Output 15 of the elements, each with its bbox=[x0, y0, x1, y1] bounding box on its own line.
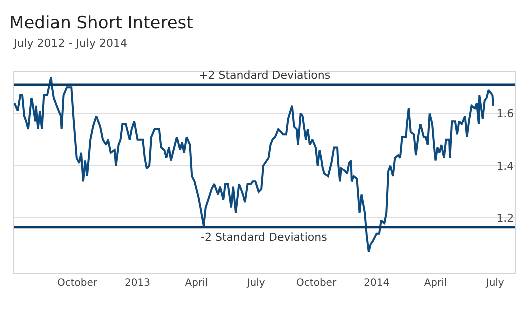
x-tick-label: 2013 bbox=[125, 278, 151, 289]
x-tick-label: April bbox=[185, 278, 208, 289]
y-tick-label: 1.2 bbox=[496, 212, 514, 226]
y-tick-label: 1.4 bbox=[496, 160, 514, 173]
x-tick-label: 2014 bbox=[364, 278, 390, 289]
x-tick-label: April bbox=[424, 278, 448, 289]
ref-line-label: -2 Standard Deviations bbox=[201, 231, 328, 244]
chart-title: Median Short Interest bbox=[10, 13, 194, 34]
chart-subtitle: July 2012 - July 2014 bbox=[13, 37, 128, 50]
y-tick-label: 1.6 bbox=[496, 108, 514, 121]
x-tick-label: October bbox=[296, 278, 338, 289]
x-tick-label: July bbox=[246, 278, 266, 289]
ref-line-label: +2 Standard Deviations bbox=[199, 69, 331, 82]
x-tick-label: October bbox=[58, 278, 98, 289]
x-tick-label: July bbox=[485, 278, 504, 289]
